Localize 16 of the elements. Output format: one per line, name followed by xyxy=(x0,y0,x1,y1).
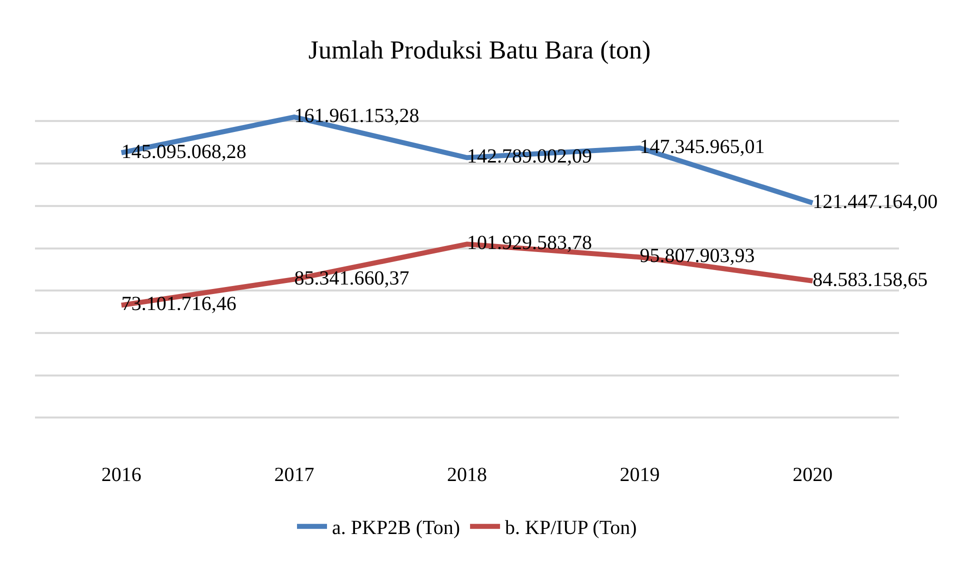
chart-title: Jumlah Produksi Batu Bara (ton) xyxy=(308,35,651,64)
x-tick-label: 2020 xyxy=(792,464,833,486)
data-label: 147.345.965,01 xyxy=(640,136,765,158)
data-label: 73.101.716,46 xyxy=(121,293,236,316)
data-label: 85.341.660,37 xyxy=(294,267,410,290)
data-label: 145.095.068,28 xyxy=(121,140,246,163)
legend-label: a. PKP2B (Ton) xyxy=(332,517,460,540)
x-tick-label: 2016 xyxy=(101,464,142,486)
data-label: 161.961.153,28 xyxy=(294,105,420,128)
data-label: 95.807.903,93 xyxy=(640,245,755,268)
legend-label: b. KP/IUP (Ton) xyxy=(505,517,637,540)
data-label: 84.583.158,65 xyxy=(812,268,928,291)
x-tick-label: 2017 xyxy=(274,464,314,486)
x-tick-label: 2019 xyxy=(620,464,660,486)
data-label: 121.447.164,00 xyxy=(812,190,938,213)
x-tick-label: 2018 xyxy=(447,464,487,486)
